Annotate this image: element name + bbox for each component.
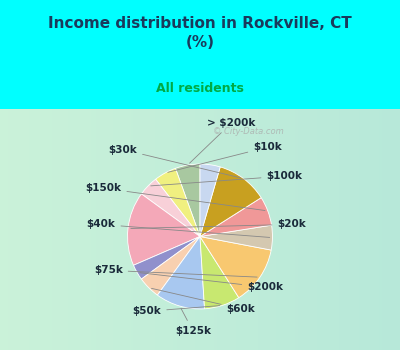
Text: $60k: $60k [152,288,256,314]
Text: $40k: $40k [86,219,270,237]
Wedge shape [200,167,261,237]
Text: > $200k: > $200k [190,118,256,163]
Wedge shape [128,194,200,265]
Text: $30k: $30k [108,145,241,178]
Wedge shape [200,198,272,237]
Wedge shape [141,179,200,237]
Wedge shape [200,237,271,298]
Text: $10k: $10k [168,142,282,172]
Text: $75k: $75k [94,265,257,277]
Text: $150k: $150k [86,183,265,210]
Wedge shape [200,237,239,309]
Text: $100k: $100k [151,171,302,186]
Wedge shape [156,168,200,237]
Text: All residents: All residents [156,83,244,96]
Wedge shape [158,237,204,309]
Wedge shape [176,164,200,237]
Wedge shape [200,225,272,250]
Wedge shape [200,164,220,237]
Text: $20k: $20k [131,219,306,229]
Text: © City-Data.com: © City-Data.com [213,127,284,136]
Wedge shape [134,237,200,279]
Wedge shape [141,237,200,295]
FancyBboxPatch shape [0,108,400,350]
Text: $50k: $50k [132,306,220,316]
Text: $125k: $125k [175,309,211,336]
Text: Income distribution in Rockville, CT
(%): Income distribution in Rockville, CT (%) [48,16,352,50]
Text: $200k: $200k [140,273,283,292]
